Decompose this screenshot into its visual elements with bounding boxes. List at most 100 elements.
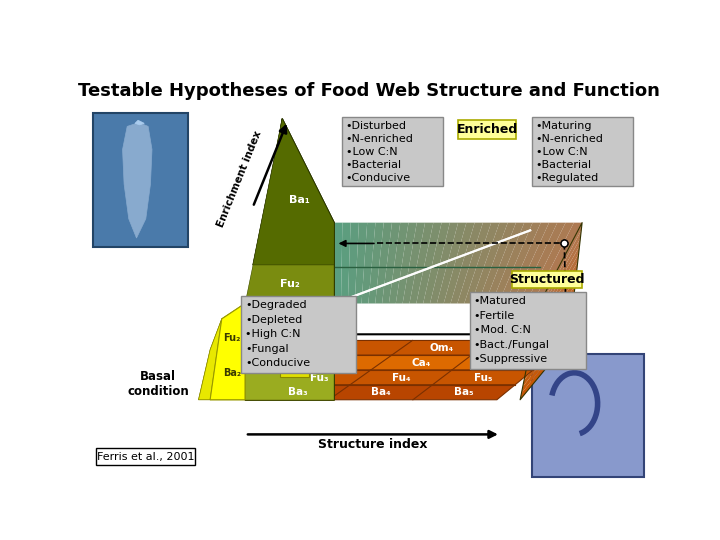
Polygon shape bbox=[498, 222, 541, 303]
Polygon shape bbox=[523, 317, 572, 387]
Polygon shape bbox=[122, 123, 152, 238]
Text: •Regulated: •Regulated bbox=[536, 173, 599, 183]
Polygon shape bbox=[396, 222, 417, 303]
Polygon shape bbox=[520, 333, 570, 400]
Text: Ba₁: Ba₁ bbox=[289, 194, 310, 205]
Text: Ba₂: Ba₂ bbox=[222, 368, 241, 378]
Polygon shape bbox=[382, 222, 400, 303]
Polygon shape bbox=[478, 222, 516, 303]
Bar bbox=[342, 117, 443, 186]
Polygon shape bbox=[389, 222, 408, 303]
Text: •Matured: •Matured bbox=[474, 296, 526, 307]
Polygon shape bbox=[245, 303, 334, 400]
Text: •Bact./Fungal: •Bact./Fungal bbox=[474, 340, 549, 350]
Bar bbox=[532, 117, 632, 186]
Polygon shape bbox=[485, 222, 524, 303]
Polygon shape bbox=[361, 222, 375, 303]
Polygon shape bbox=[253, 119, 334, 265]
Polygon shape bbox=[199, 319, 222, 400]
Polygon shape bbox=[410, 222, 433, 303]
Text: Om₅: Om₅ bbox=[508, 343, 533, 353]
Polygon shape bbox=[402, 222, 425, 303]
Polygon shape bbox=[437, 222, 467, 303]
Polygon shape bbox=[505, 222, 549, 303]
Text: Ca₅: Ca₅ bbox=[492, 357, 511, 368]
Text: Ca₄: Ca₄ bbox=[412, 357, 431, 368]
Polygon shape bbox=[539, 222, 582, 310]
Text: Fu₃: Fu₃ bbox=[310, 373, 328, 382]
Polygon shape bbox=[526, 301, 573, 374]
Polygon shape bbox=[375, 222, 392, 303]
Polygon shape bbox=[521, 325, 571, 393]
Bar bbox=[93, 112, 188, 247]
Text: •Mod. C:N: •Mod. C:N bbox=[474, 326, 531, 335]
Polygon shape bbox=[532, 262, 577, 342]
Text: •Conducive: •Conducive bbox=[346, 173, 411, 183]
Text: Ba₄: Ba₄ bbox=[372, 387, 391, 397]
Text: Enrichment index: Enrichment index bbox=[215, 129, 264, 228]
Polygon shape bbox=[416, 222, 441, 303]
Polygon shape bbox=[457, 222, 491, 303]
Text: •Low C:N: •Low C:N bbox=[536, 147, 588, 157]
Text: Ba₂: Ba₂ bbox=[286, 358, 304, 368]
Polygon shape bbox=[423, 222, 450, 303]
Text: Ca₃: Ca₃ bbox=[331, 357, 351, 368]
Text: Ba₅: Ba₅ bbox=[454, 387, 474, 397]
Polygon shape bbox=[444, 222, 474, 303]
Text: •Fungal: •Fungal bbox=[245, 344, 289, 354]
Polygon shape bbox=[135, 120, 144, 125]
Bar bbox=[280, 348, 310, 377]
Polygon shape bbox=[528, 286, 575, 361]
Polygon shape bbox=[245, 119, 334, 400]
Polygon shape bbox=[492, 222, 533, 303]
Text: •Suppressive: •Suppressive bbox=[474, 354, 548, 364]
Polygon shape bbox=[533, 254, 579, 335]
Polygon shape bbox=[245, 303, 334, 400]
Text: •Low C:N: •Low C:N bbox=[346, 147, 397, 157]
Polygon shape bbox=[245, 265, 334, 303]
Text: Ba₃: Ba₃ bbox=[288, 387, 307, 397]
Text: •Depleted: •Depleted bbox=[245, 315, 302, 325]
Text: •Fertile: •Fertile bbox=[474, 311, 515, 321]
Bar bbox=[458, 120, 516, 139]
Polygon shape bbox=[531, 270, 577, 348]
Polygon shape bbox=[526, 293, 575, 368]
Text: Ferris et al., 2001: Ferris et al., 2001 bbox=[97, 452, 194, 462]
Polygon shape bbox=[451, 222, 483, 303]
Text: Basal
condition: Basal condition bbox=[127, 370, 189, 399]
Polygon shape bbox=[267, 370, 533, 385]
Polygon shape bbox=[533, 222, 582, 303]
Text: Fu₅: Fu₅ bbox=[474, 373, 492, 382]
Polygon shape bbox=[341, 222, 351, 303]
Polygon shape bbox=[369, 222, 384, 303]
Text: •Bacterial: •Bacterial bbox=[536, 160, 592, 170]
Polygon shape bbox=[210, 303, 245, 400]
Bar bbox=[532, 354, 644, 477]
Text: Structured: Structured bbox=[510, 273, 585, 286]
Text: Fu₄: Fu₄ bbox=[392, 373, 410, 382]
Text: Structure index: Structure index bbox=[318, 438, 428, 451]
Polygon shape bbox=[536, 238, 580, 323]
Text: Om₄: Om₄ bbox=[429, 343, 454, 353]
Polygon shape bbox=[199, 319, 222, 400]
Text: •High C:N: •High C:N bbox=[245, 329, 300, 339]
Polygon shape bbox=[312, 340, 569, 355]
Bar bbox=[241, 296, 356, 373]
Bar bbox=[96, 448, 195, 465]
Polygon shape bbox=[464, 222, 500, 303]
Text: Fu₂: Fu₂ bbox=[280, 279, 300, 289]
Bar bbox=[469, 292, 586, 369]
Text: Fu₂: Fu₂ bbox=[223, 333, 240, 343]
Polygon shape bbox=[348, 222, 359, 303]
Text: Enriched: Enriched bbox=[456, 123, 518, 136]
Polygon shape bbox=[245, 385, 515, 400]
Text: •Bacterial: •Bacterial bbox=[346, 160, 402, 170]
Polygon shape bbox=[529, 278, 576, 355]
Polygon shape bbox=[210, 303, 245, 400]
Polygon shape bbox=[289, 355, 551, 370]
Polygon shape bbox=[512, 222, 557, 303]
Text: •Disturbed: •Disturbed bbox=[346, 121, 407, 131]
Polygon shape bbox=[355, 222, 367, 303]
Polygon shape bbox=[334, 222, 343, 303]
Polygon shape bbox=[253, 119, 334, 265]
